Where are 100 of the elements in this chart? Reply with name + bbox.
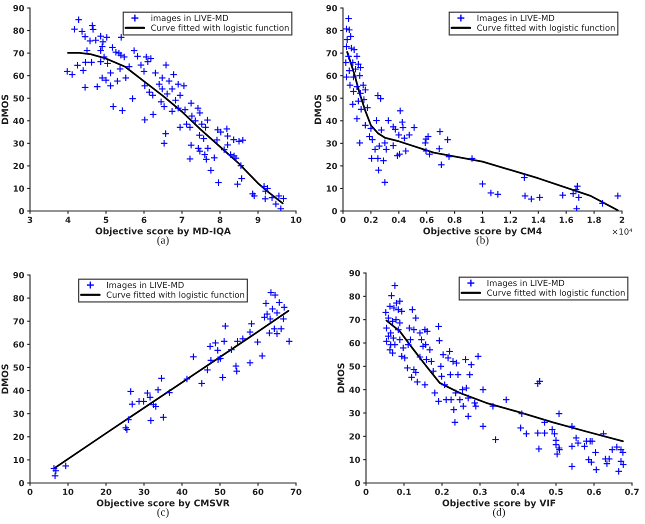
line-series bbox=[54, 310, 290, 469]
point bbox=[166, 388, 174, 396]
point bbox=[280, 304, 288, 312]
x-tick-label: 0.3 bbox=[473, 488, 487, 496]
point bbox=[183, 375, 191, 383]
y-tick-label: 80 bbox=[349, 293, 360, 300]
point bbox=[214, 346, 222, 354]
point bbox=[135, 398, 143, 406]
y-tick-label: 20 bbox=[14, 162, 24, 170]
x-axis-title: Objective score by CMSVR bbox=[96, 499, 230, 508]
point bbox=[232, 362, 240, 370]
x-tick-label: 0.1 bbox=[397, 488, 411, 496]
point bbox=[220, 338, 228, 346]
x-tick-label: 6 bbox=[142, 216, 146, 224]
x-tick-label: 10 bbox=[291, 216, 302, 224]
x-tick-label: 70 bbox=[290, 488, 302, 496]
x-tick-label: 4 bbox=[65, 216, 71, 223]
x-tick-label: 1.2 bbox=[504, 216, 518, 223]
point bbox=[280, 315, 288, 323]
x-tick-label: 40 bbox=[176, 488, 188, 496]
y-tick-label: 80 bbox=[13, 28, 24, 34]
point bbox=[271, 291, 279, 299]
text: (d) bbox=[493, 508, 505, 518]
point bbox=[260, 313, 268, 322]
x-tick-label: 7 bbox=[180, 216, 184, 223]
point bbox=[152, 402, 160, 410]
point bbox=[150, 400, 158, 408]
point bbox=[62, 462, 70, 470]
y-tick-label: 50 bbox=[13, 364, 24, 371]
legend-label: Images in LIVE-MD bbox=[107, 282, 184, 290]
point bbox=[246, 328, 254, 336]
y-tick-label: 20 bbox=[350, 433, 360, 440]
x-axis-title: Objective score by CM4 bbox=[423, 227, 542, 236]
x-tick-label: 1.4 bbox=[532, 216, 546, 223]
point bbox=[128, 400, 136, 408]
y-tick-label: 90 bbox=[13, 4, 24, 12]
text: (c) bbox=[157, 508, 169, 518]
point bbox=[254, 338, 262, 346]
y-tick-label: 20 bbox=[326, 162, 338, 170]
point bbox=[218, 374, 226, 382]
point bbox=[216, 354, 224, 362]
x-tick-label: 2 bbox=[620, 216, 624, 223]
y-axis-title: DMOS bbox=[314, 94, 322, 124]
y-tick-label: 90 bbox=[326, 4, 338, 12]
point bbox=[122, 424, 130, 432]
x-tick-label: 0 bbox=[28, 488, 32, 496]
x-tick-label: 0.6 bbox=[420, 216, 434, 224]
x-tick-label: 10 bbox=[63, 488, 74, 496]
y-tick-label: 70 bbox=[349, 316, 360, 323]
y-tick-label: 30 bbox=[349, 410, 360, 416]
x-tick-label: 0 bbox=[364, 488, 368, 496]
x-tick-label: 0.4 bbox=[511, 488, 525, 496]
y-tick-label: 50 bbox=[326, 95, 338, 102]
line-series bbox=[386, 320, 624, 442]
y-axis-title: DMOS bbox=[1, 94, 8, 124]
point bbox=[124, 416, 132, 424]
y-tick-label: 10 bbox=[14, 456, 24, 464]
y-axis-title: DMOS bbox=[1, 364, 8, 394]
legend-label: Curve fitted with logistic function bbox=[487, 289, 625, 298]
y-tick-label: 60 bbox=[13, 72, 24, 79]
x-tick-label: 0.7 bbox=[625, 488, 639, 496]
x-tick-label: 0.5 bbox=[549, 488, 563, 496]
y-tick-label: 10 bbox=[326, 185, 338, 192]
point bbox=[126, 388, 135, 396]
x-tick-label: 8 bbox=[218, 216, 222, 224]
point bbox=[160, 414, 168, 422]
x-tick-label: 0.2 bbox=[435, 488, 449, 496]
text: ×10⁴ bbox=[612, 228, 632, 235]
x-tick-label: 1.8 bbox=[588, 216, 601, 224]
x-axis-title: Objective score by VIF bbox=[442, 499, 556, 508]
y-tick-label: 40 bbox=[349, 386, 360, 393]
line-series bbox=[346, 51, 619, 211]
point bbox=[266, 315, 274, 323]
point bbox=[144, 389, 152, 397]
y-tick-label: 0 bbox=[332, 208, 338, 214]
point bbox=[50, 464, 58, 472]
point bbox=[204, 366, 212, 374]
point bbox=[222, 322, 230, 330]
legend-label: Curve fitted with logistic function bbox=[477, 24, 615, 32]
y-tick-label: 0 bbox=[355, 480, 360, 486]
y-tick-label: 90 bbox=[349, 270, 360, 276]
x-tick-label: 0 bbox=[340, 216, 346, 224]
y-tick-label: 80 bbox=[13, 295, 24, 302]
x-tick-label: 50 bbox=[214, 488, 226, 496]
x-tick-label: 1.6 bbox=[560, 216, 574, 224]
y-tick-label: 10 bbox=[14, 185, 24, 192]
y-axis-title: DMOS bbox=[337, 363, 344, 392]
y-tick-label: 30 bbox=[13, 410, 24, 417]
text: (b) bbox=[476, 236, 488, 246]
y-tick-label: 40 bbox=[13, 118, 24, 124]
x-tick-label: 0.2 bbox=[364, 216, 378, 224]
y-tick-label: 60 bbox=[349, 340, 360, 346]
point bbox=[258, 352, 266, 360]
line-series bbox=[67, 52, 284, 204]
point bbox=[285, 338, 293, 346]
x-tick-label: 20 bbox=[100, 488, 112, 496]
x-tick-label: 0.4 bbox=[392, 216, 406, 224]
y-tick-label: 80 bbox=[326, 28, 338, 34]
x-tick-label: 60 bbox=[252, 488, 264, 496]
point bbox=[198, 380, 206, 388]
